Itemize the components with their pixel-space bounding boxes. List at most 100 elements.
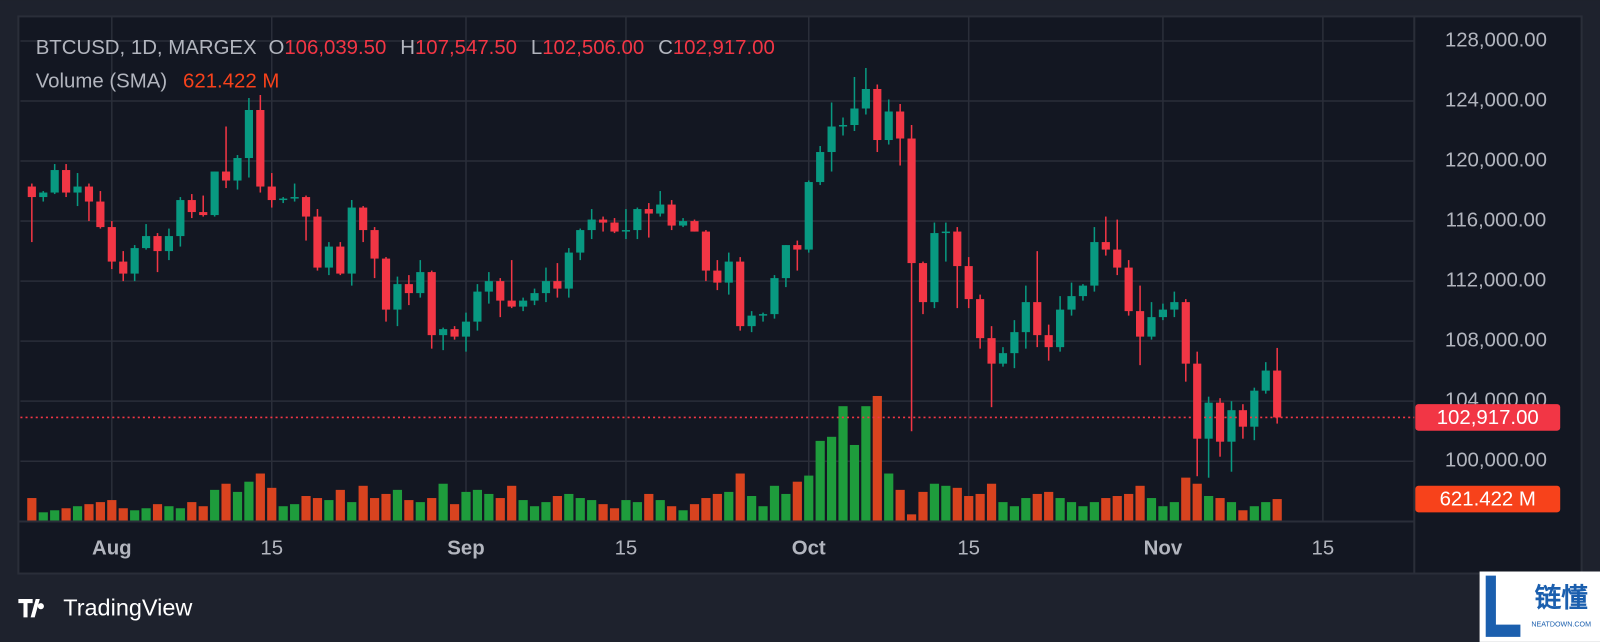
volume-bar xyxy=(621,500,631,521)
volume-bar xyxy=(1044,491,1054,521)
candle-body xyxy=(690,221,699,232)
volume-bar xyxy=(267,487,277,521)
candle-body xyxy=(427,272,436,336)
volume-bar xyxy=(449,504,460,521)
candle-body xyxy=(73,186,82,193)
volume-tag-label: 621.422 M xyxy=(1440,488,1536,510)
volume-bar xyxy=(1192,483,1202,521)
volume-bar xyxy=(735,473,745,521)
volume-bar xyxy=(827,436,837,521)
volume-bar xyxy=(804,475,814,521)
volume-bar xyxy=(1226,502,1237,521)
volume-title: Volume (SMA) xyxy=(36,71,167,93)
volume-bar xyxy=(1215,498,1225,521)
candle-body xyxy=(142,236,151,249)
volume-bar xyxy=(1032,493,1042,521)
candle-body xyxy=(553,281,562,289)
volume-bar xyxy=(952,487,962,521)
volume-bar xyxy=(369,498,380,521)
candle-body xyxy=(541,281,551,294)
chart-frame xyxy=(17,15,1583,575)
candle-body xyxy=(1124,267,1133,312)
volume-bar xyxy=(107,500,117,521)
candle-body xyxy=(930,233,939,303)
x-tick-label: 15 xyxy=(1312,537,1335,559)
volume-bar xyxy=(689,504,700,521)
candle-body xyxy=(781,245,790,279)
volume-bar xyxy=(781,493,791,521)
candle-body xyxy=(941,231,950,234)
grid: 100,000.00104,000.00108,000.00112,000.00… xyxy=(20,16,1547,559)
candle-body xyxy=(1078,285,1088,297)
candle-body xyxy=(1250,390,1259,427)
candle-body xyxy=(1010,332,1019,354)
x-tick-label: Aug xyxy=(92,537,132,559)
candle-body xyxy=(393,284,402,310)
candle-body xyxy=(701,231,711,271)
volume-bar xyxy=(50,510,60,521)
volume-bar xyxy=(1089,502,1099,521)
y-tick-label: 108,000.00 xyxy=(1445,330,1547,352)
candle-body xyxy=(496,281,505,301)
x-tick-label: 15 xyxy=(615,537,638,559)
volume-bar xyxy=(1158,506,1168,521)
candle-body xyxy=(918,263,928,303)
volume-bar xyxy=(849,444,860,521)
candle-body xyxy=(1227,410,1236,442)
candle-body xyxy=(747,315,756,327)
ohlc-prefix: O xyxy=(268,37,284,59)
candle-body xyxy=(1158,309,1168,318)
volume-bar xyxy=(895,489,905,521)
candle-body xyxy=(987,338,996,364)
candle-body xyxy=(1067,296,1076,310)
candle-body xyxy=(461,321,471,337)
volume-bar xyxy=(964,496,974,521)
candle-body xyxy=(370,230,379,259)
volume-bar xyxy=(358,485,368,521)
candle-body xyxy=(256,110,265,187)
volume-bar xyxy=(632,502,642,521)
logo-icon xyxy=(18,599,44,618)
watermark-sub: NEATDOWN.COM xyxy=(1531,620,1591,628)
candle-body xyxy=(861,88,870,109)
volume-bar xyxy=(1204,496,1214,521)
volume-value: 621.422 M xyxy=(183,71,279,93)
candle-body xyxy=(599,219,608,223)
volume-bar xyxy=(941,485,951,521)
candle-body xyxy=(519,300,528,307)
candle-body xyxy=(1044,335,1053,348)
volume-bar xyxy=(95,502,105,521)
candle-body xyxy=(199,212,208,216)
volume-bar xyxy=(130,510,140,521)
volume-bar xyxy=(769,485,780,521)
candle-body xyxy=(96,201,105,228)
candle-body xyxy=(1204,402,1213,439)
candle-body xyxy=(507,300,516,307)
volume-bar xyxy=(552,496,562,521)
volume-bar xyxy=(1272,499,1282,521)
candle-body xyxy=(587,219,596,231)
volume-bar xyxy=(438,483,448,521)
candle-body xyxy=(313,216,322,268)
volume-bar xyxy=(38,512,48,521)
volume-bar xyxy=(1238,510,1248,521)
volume-bar xyxy=(792,481,802,521)
volume-bar xyxy=(278,506,288,521)
candle-body xyxy=(1181,302,1190,364)
candle-body xyxy=(896,111,905,139)
tradingview-logo: TradingView xyxy=(18,594,192,620)
volume-bar xyxy=(518,500,528,521)
volume-bar xyxy=(1181,477,1191,521)
candle-body xyxy=(1170,302,1179,310)
candle-body xyxy=(267,186,276,201)
symbol: BTCUSD, 1D, MARGEX xyxy=(36,37,257,59)
candle-body xyxy=(907,138,916,264)
volume-legend: Volume (SMA) 621.422 M xyxy=(36,71,280,93)
candle-body xyxy=(816,152,825,183)
candle-body xyxy=(1215,402,1225,442)
candle-body xyxy=(621,230,631,232)
volume-bar xyxy=(392,489,403,521)
watermark: 链懂 NEATDOWN.COM xyxy=(1479,571,1600,642)
volume-bar xyxy=(255,473,265,521)
